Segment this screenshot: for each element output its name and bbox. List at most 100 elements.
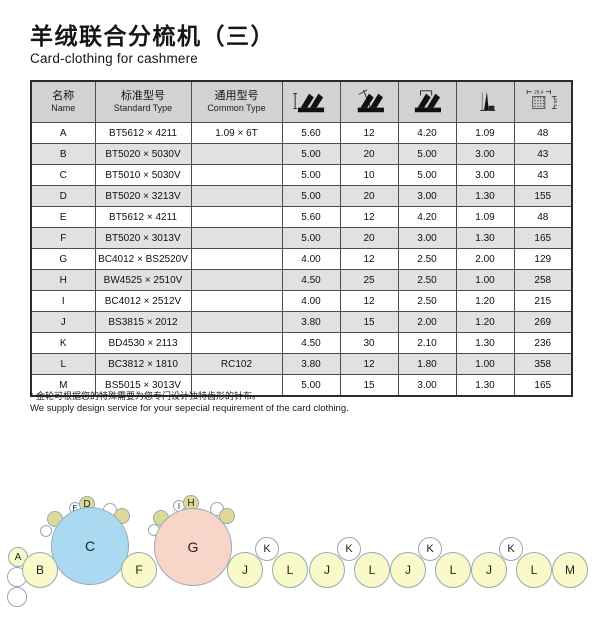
row-name: I [30,290,96,312]
standard-type: BS5015 × 3013V [94,374,192,397]
value-tip-depth: 5.00 [397,143,457,165]
value-total-height: 4.50 [281,269,341,291]
row-name: K [30,332,96,354]
roller-D: D [79,496,95,512]
table-row: A BT5612 × 4211 1.09 × 6T 5.60 12 4.20 1.09 48 [30,122,573,144]
table-body: A BT5612 × 4211 1.09 × 6T 5.60 12 4.20 1.09 48 B… [30,122,573,397]
value-total-height: 5.60 [281,206,341,228]
tooth-total-height-icon [293,93,325,113]
value-thickness: 1.30 [455,185,515,207]
roller-L: L [435,552,471,588]
value-front-angle: 12 [339,206,399,228]
value-tip-depth: 2.50 [397,269,457,291]
value-front-angle: 30 [339,332,399,354]
table-row: B BT5020 × 5030V 5.00 20 5.00 3.00 43 [30,143,573,165]
value-front-angle: 12 [339,248,399,270]
value-thickness: 3.00 [455,164,515,186]
table-row: F BT5020 × 3013V 5.00 20 3.00 1.30 165 [30,227,573,249]
value-total-height: 5.00 [281,227,341,249]
roller-J: J [390,552,426,588]
value-front-angle: 20 [339,227,399,249]
table-row: H BW4525 × 2510V 4.50 25 2.50 1.00 258 [30,269,573,291]
common-type [190,185,283,207]
value-thickness: 3.00 [455,143,515,165]
page-subtitle: Card-clothing for cashmere [30,51,199,67]
standard-type: BS3815 × 2012 [94,311,192,333]
roller-satellite [114,508,130,524]
page-title: 羊绒联合分梳机（三） [30,23,275,49]
value-point-density: 155 [513,185,573,207]
common-type [190,311,283,333]
row-name: F [30,227,96,249]
points-per-square-icon: 25.4 25.4 [526,90,558,109]
roller-satellite [7,587,27,607]
value-tip-depth: 1.80 [397,353,457,375]
row-name: C [30,164,96,186]
roller-A: A [8,547,28,567]
value-tip-depth: 3.00 [397,374,457,397]
column-header-front-angle [339,80,399,123]
value-point-density: 165 [513,374,573,397]
row-name: B [30,143,96,165]
value-tip-depth: 5.00 [397,164,457,186]
table-row: J BS3815 × 2012 3.80 15 2.00 1.20 269 [30,311,573,333]
value-tip-depth: 3.00 [397,227,457,249]
roller-satellite [103,503,117,517]
table-row: E BT5612 × 4211 5.60 12 4.20 1.09 48 [30,206,573,228]
value-front-angle: 15 [339,311,399,333]
value-thickness: 1.30 [455,332,515,354]
roller-C: C [51,507,129,585]
row-name: G [30,248,96,270]
roller-K: K [255,537,279,561]
row-name: A [30,122,96,144]
value-thickness: 2.00 [455,248,515,270]
standard-type: BC3812 × 1810 [94,353,192,375]
value-front-angle: 25 [339,269,399,291]
value-tip-depth: 2.50 [397,248,457,270]
footnote-zh: * 金轮可根据您的特殊需要为您专门设计独特齿形的针布。 [30,391,262,401]
value-point-density: 48 [513,122,573,144]
common-type [190,206,283,228]
common-type [190,269,283,291]
common-type [190,332,283,354]
value-total-height: 3.80 [281,311,341,333]
roller-satellite [210,502,224,516]
standard-type: BD4530 × 2113 [94,332,192,354]
value-point-density: 43 [513,143,573,165]
roller-satellite [7,567,27,587]
column-header-thickness [455,80,515,123]
value-point-density: 48 [513,206,573,228]
value-front-angle: 12 [339,122,399,144]
table-row: K BD4530 × 2113 4.50 30 2.10 1.30 236 [30,332,573,354]
value-total-height: 5.00 [281,164,341,186]
value-thickness: 1.00 [455,353,515,375]
value-tip-depth: 2.50 [397,290,457,312]
standard-type: BT5612 × 4211 [94,122,192,144]
roller-satellite [47,511,63,527]
value-thickness: 1.30 [455,227,515,249]
value-point-density: 236 [513,332,573,354]
value-point-density: 129 [513,248,573,270]
value-total-height: 4.00 [281,248,341,270]
table-row: D BT5020 × 3213V 5.00 20 3.00 1.30 155 [30,185,573,207]
table-row: C BT5010 × 5030V 5.00 10 5.00 3.00 43 [30,164,573,186]
roller-K: K [337,537,361,561]
table-row: M BS5015 × 3013V 5.00 15 3.00 1.30 165 [30,374,573,397]
roller-H: H [183,495,199,511]
value-front-angle: 20 [339,185,399,207]
roller-J: J [309,552,345,588]
roller-satellite [219,508,235,524]
common-type: RC102 [190,353,283,375]
column-header-standard-type: 标准型号 Standard Type [94,80,192,123]
common-type: 1.09 × 6T [190,122,283,144]
value-total-height: 4.00 [281,290,341,312]
value-tip-depth: 2.10 [397,332,457,354]
roller-L: L [516,552,552,588]
roller-satellite [153,510,169,526]
roller-E: E [69,502,81,514]
value-thickness: 1.09 [455,206,515,228]
value-front-angle: 15 [339,374,399,397]
footnote-en: We supply design service for your sepeci… [30,402,349,414]
roller-L: L [354,552,390,588]
roller-satellite [148,524,160,536]
